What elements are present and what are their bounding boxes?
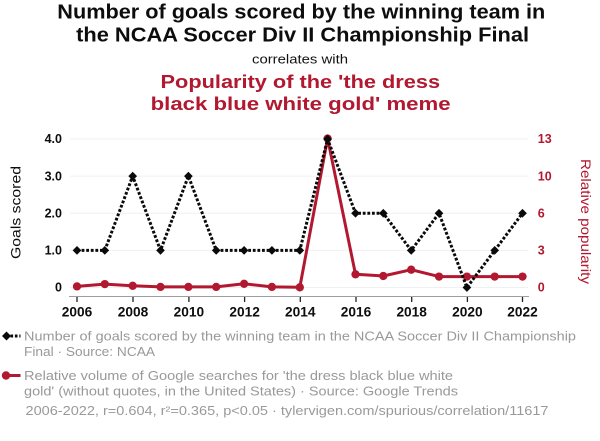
svg-text:2016: 2016 — [341, 303, 372, 319]
svg-text:correlates with: correlates with — [252, 52, 348, 67]
svg-text:2022: 2022 — [507, 303, 538, 319]
svg-text:3: 3 — [538, 244, 545, 258]
svg-text:6: 6 — [538, 207, 545, 221]
svg-text:3.0: 3.0 — [45, 169, 62, 183]
svg-text:2020: 2020 — [452, 303, 483, 319]
svg-text:Final · Source: NCAA: Final · Source: NCAA — [24, 344, 155, 359]
svg-text:2018: 2018 — [396, 303, 427, 319]
svg-text:2006: 2006 — [62, 303, 93, 319]
svg-text:2.0: 2.0 — [45, 207, 62, 221]
svg-text:Goals scored: Goals scored — [8, 166, 24, 259]
svg-text:2006-2022, r=0.604, r²=0.365,: 2006-2022, r=0.604, r²=0.365, p<0.05 · t… — [26, 403, 549, 418]
svg-text:Number of goals scored by the: Number of goals scored by the winning te… — [57, 2, 545, 24]
svg-text:Relative volume of Google sear: Relative volume of Google searches for '… — [24, 368, 453, 383]
svg-text:2008: 2008 — [118, 303, 149, 319]
svg-text:0: 0 — [55, 281, 62, 295]
svg-text:black blue white gold' meme: black blue white gold' meme — [151, 93, 451, 114]
svg-text:gold' (without quotes, in the: gold' (without quotes, in the United Sta… — [24, 383, 458, 398]
svg-text:10: 10 — [538, 169, 552, 183]
svg-text:Popularity of the 'the dress: Popularity of the 'the dress — [161, 71, 441, 92]
svg-text:2012: 2012 — [229, 303, 260, 319]
svg-text:2014: 2014 — [285, 303, 316, 319]
svg-text:4.0: 4.0 — [45, 132, 62, 146]
svg-text:Relative popularity: Relative popularity — [578, 159, 594, 284]
svg-text:0: 0 — [538, 281, 545, 295]
svg-text:13: 13 — [538, 132, 552, 146]
svg-text:2010: 2010 — [174, 303, 205, 319]
svg-text:1.0: 1.0 — [45, 244, 62, 258]
svg-text:the NCAA Soccer Div II Champio: the NCAA Soccer Div II Championship Fina… — [76, 24, 529, 46]
svg-text:Number of goals scored by the: Number of goals scored by the winning te… — [24, 329, 576, 344]
